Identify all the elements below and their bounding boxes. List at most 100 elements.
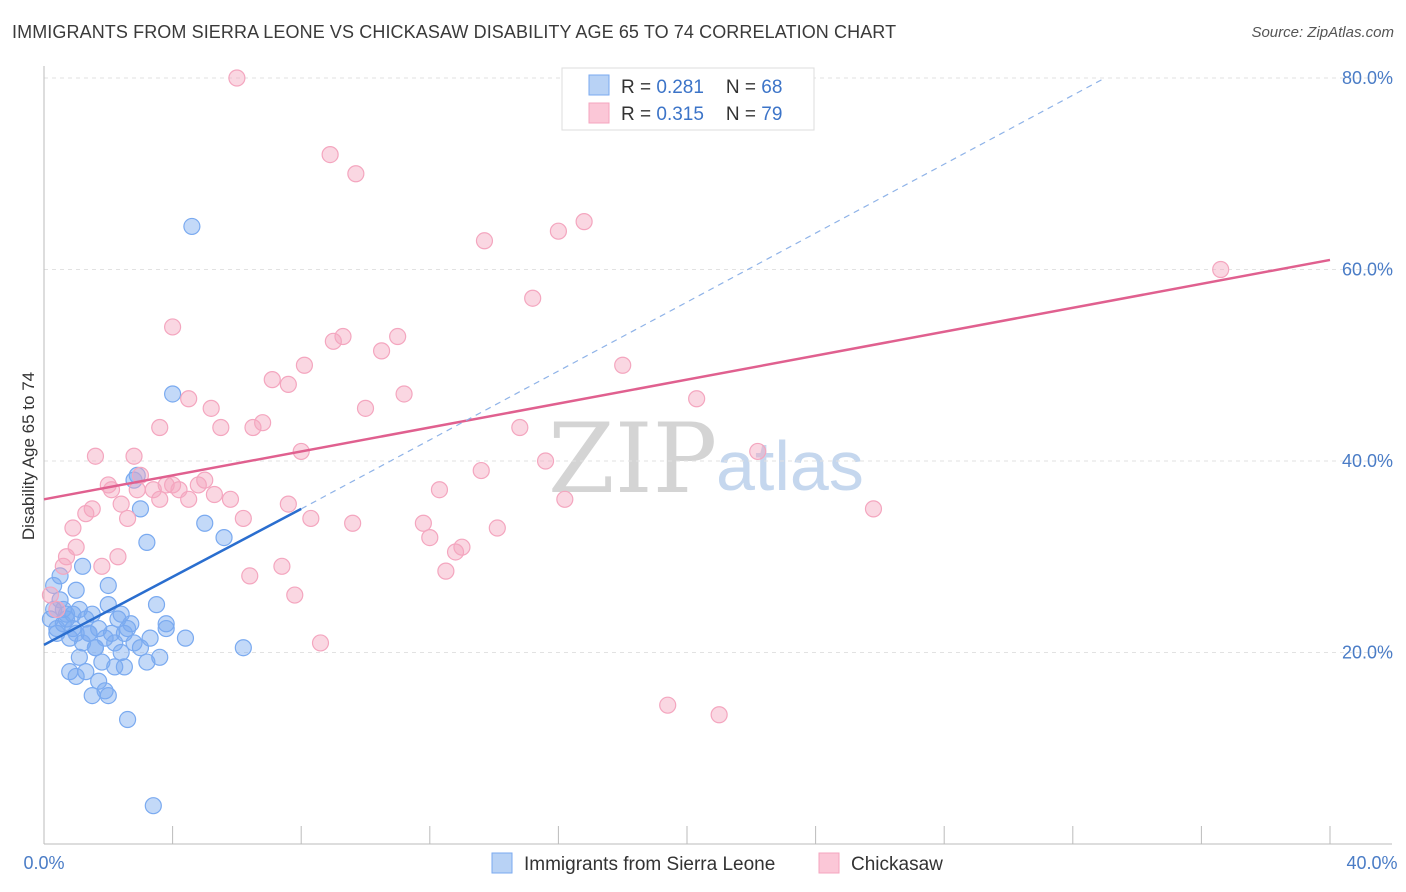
point-sierra-leone	[147, 596, 166, 614]
point-chickasaw	[180, 390, 198, 408]
point-chickasaw	[48, 600, 66, 619]
chart-title: IMMIGRANTS FROM SIERRA LEONE VS CHICKASA…	[12, 22, 897, 42]
point-chickasaw	[688, 390, 706, 408]
point-chickasaw	[202, 399, 220, 417]
point-sierra-leone	[90, 619, 108, 638]
point-sierra-leone	[99, 576, 117, 595]
point-chickasaw	[659, 696, 677, 714]
point-chickasaw	[575, 213, 593, 231]
point-chickasaw	[864, 500, 883, 518]
legend-swatch-blue	[588, 74, 610, 96]
source-label: Source: ZipAtlas.com	[1251, 24, 1394, 41]
point-sierra-leone	[45, 576, 63, 595]
point-chickasaw	[511, 418, 529, 437]
point-chickasaw	[1212, 260, 1230, 279]
trend-line-sierra-leone-extension	[300, 77, 1106, 510]
point-chickasaw	[395, 385, 413, 403]
point-chickasaw	[41, 586, 60, 604]
point-chickasaw	[549, 222, 568, 240]
watermark-zip: ZIP	[548, 403, 717, 515]
point-chickasaw	[164, 318, 182, 336]
series-chickasaw	[41, 69, 1230, 724]
point-chickasaw	[241, 567, 259, 585]
point-sierra-leone	[122, 615, 140, 633]
point-chickasaw	[324, 332, 342, 350]
point-sierra-leone	[67, 667, 85, 686]
point-chickasaw	[102, 481, 121, 499]
point-sierra-leone	[54, 600, 72, 619]
bottom-legend-swatch-blue	[491, 852, 513, 874]
point-chickasaw	[205, 485, 223, 504]
point-sierra-leone	[112, 643, 130, 662]
point-sierra-leone	[93, 653, 111, 671]
point-sierra-leone	[80, 624, 98, 642]
point-sierra-leone	[138, 653, 156, 671]
x-ticks	[172, 826, 1331, 844]
point-chickasaw	[254, 414, 272, 432]
y-tick-label-20: 20.0%	[1342, 643, 1393, 663]
point-sierra-leone	[102, 624, 121, 642]
bottom-legend-label-pink: Chickasaw	[851, 854, 943, 875]
point-chickasaw	[556, 490, 574, 508]
x-tick-label-min: 0.0%	[23, 853, 64, 873]
point-chickasaw	[524, 289, 542, 307]
y-tick-label-60: 60.0%	[1342, 260, 1393, 280]
point-chickasaw	[749, 442, 767, 461]
point-chickasaw	[302, 509, 320, 528]
point-chickasaw	[279, 375, 297, 393]
point-sierra-leone	[164, 385, 182, 403]
point-chickasaw	[389, 327, 407, 346]
point-sierra-leone	[157, 619, 175, 638]
point-chickasaw	[228, 69, 246, 87]
point-sierra-leone	[57, 605, 76, 623]
y-tick-label-80: 80.0%	[1342, 68, 1393, 88]
point-chickasaw	[54, 557, 72, 575]
point-chickasaw	[295, 356, 314, 374]
point-chickasaw	[356, 399, 375, 417]
point-chickasaw	[286, 586, 304, 604]
point-chickasaw	[67, 538, 85, 556]
point-chickasaw	[112, 495, 130, 513]
point-chickasaw	[279, 495, 297, 513]
legend-row-blue: R = 0.281 N = 68	[621, 77, 782, 98]
point-chickasaw	[263, 371, 281, 389]
point-sierra-leone	[215, 528, 233, 547]
point-chickasaw	[472, 461, 490, 480]
point-sierra-leone	[73, 557, 92, 575]
top-legend: R = 0.281 N = 68 R = 0.315 N = 79	[561, 67, 815, 131]
point-sierra-leone	[141, 629, 159, 647]
point-chickasaw	[437, 562, 455, 580]
point-chickasaw	[311, 634, 330, 652]
point-sierra-leone	[77, 663, 95, 681]
point-chickasaw	[196, 471, 214, 489]
bottom-legend: Immigrants from Sierra Leone Chickasaw	[491, 852, 943, 875]
point-chickasaw	[421, 528, 439, 547]
point-chickasaw	[180, 490, 198, 508]
point-chickasaw	[221, 490, 240, 508]
point-sierra-leone	[86, 639, 105, 657]
trend-line-sierra-leone	[43, 507, 302, 646]
point-sierra-leone	[118, 710, 137, 729]
trend-lines	[43, 77, 1331, 646]
point-chickasaw	[347, 165, 365, 183]
point-sierra-leone	[106, 658, 124, 676]
y-tick-label-40: 40.0%	[1342, 451, 1393, 471]
bottom-legend-label-blue: Immigrants from Sierra Leone	[524, 854, 775, 875]
point-sierra-leone	[144, 797, 162, 815]
point-chickasaw	[93, 557, 111, 575]
point-sierra-leone	[138, 533, 156, 551]
point-sierra-leone	[115, 658, 133, 676]
watermark-atlas: atlas	[716, 427, 864, 505]
trend-line-chickasaw	[43, 258, 1331, 501]
point-chickasaw	[234, 509, 252, 528]
point-chickasaw	[488, 519, 506, 537]
point-chickasaw	[151, 490, 169, 508]
point-chickasaw	[344, 514, 362, 532]
point-chickasaw	[64, 519, 82, 537]
point-chickasaw	[536, 452, 555, 470]
point-chickasaw	[86, 447, 105, 465]
point-sierra-leone	[73, 634, 92, 652]
x-tick-label-max: 40.0%	[1346, 853, 1397, 873]
point-sierra-leone	[196, 514, 214, 532]
point-chickasaw	[430, 481, 449, 499]
